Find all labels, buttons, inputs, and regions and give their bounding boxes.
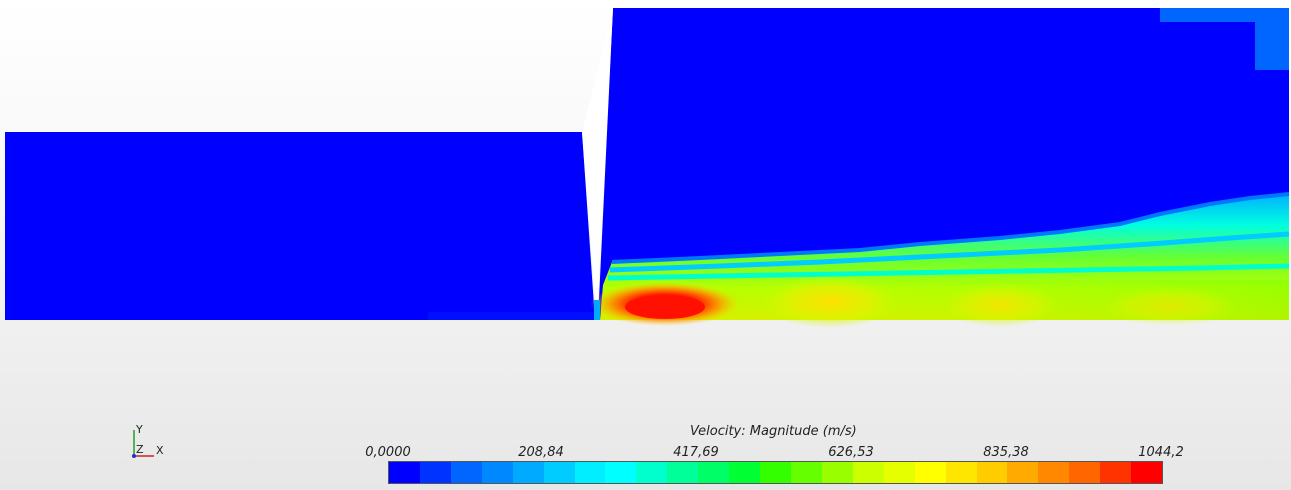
axis-triad: Y Z X (128, 422, 172, 462)
jet-edge-3 (607, 263, 1290, 281)
axis-x-label: X (156, 444, 164, 457)
nozzle-gap (582, 8, 613, 300)
colorbar-swatch (914, 462, 946, 483)
colorbar-swatch (450, 462, 482, 483)
legend-tick-0: 0,0000 (365, 445, 411, 460)
corner-region (1160, 8, 1289, 70)
colorbar-swatch (1100, 462, 1132, 483)
warm-zone-2 (940, 283, 1060, 327)
colorbar-swatch (1038, 462, 1070, 483)
legend-tick-2: 417,69 (673, 445, 719, 460)
jet-edge-2 (609, 231, 1290, 273)
legend-colorbar (388, 461, 1163, 484)
hot-core-center (625, 295, 705, 319)
legend-tick-1: 208,84 (518, 445, 564, 460)
legend-tick-5: 1044,2 (1138, 445, 1184, 460)
colorbar-swatch (945, 462, 977, 483)
warm-zone-1 (760, 276, 900, 328)
colorbar-swatch (543, 462, 575, 483)
colorbar-swatch (976, 462, 1008, 483)
upstream-domain (5, 132, 595, 320)
colorbar-swatch (790, 462, 822, 483)
jet-edge (611, 192, 1290, 264)
colorbar-swatch (1131, 462, 1163, 483)
colorbar-swatch (729, 462, 761, 483)
colorbar-swatch (1069, 462, 1101, 483)
colorbar-swatch (760, 462, 791, 483)
axis-z-label: Z (136, 443, 144, 456)
colorbar-swatch (512, 462, 544, 483)
colorbar-swatch (605, 462, 637, 483)
colorbar-swatch (389, 462, 420, 483)
colorbar-swatch (419, 462, 451, 483)
legend-title: Velocity: Magnitude (m/s) (690, 424, 857, 439)
colorbar-swatch (698, 462, 730, 483)
colorbar-swatch (481, 462, 513, 483)
warm-zone-3 (1100, 286, 1240, 326)
colorbar-swatch (821, 462, 853, 483)
upstream-step (428, 312, 598, 320)
colorbar-swatch (883, 462, 915, 483)
legend-tick-3: 626,53 (828, 445, 874, 460)
colorbar-swatch (852, 462, 884, 483)
nozzle-tip (594, 300, 600, 320)
colorbar-swatch (1007, 462, 1039, 483)
colorbar-swatch (667, 462, 699, 483)
legend-tick-4: 835,38 (983, 445, 1029, 460)
axis-y-label: Y (135, 423, 143, 436)
colorbar-swatch (574, 462, 606, 483)
colorbar-swatch (636, 462, 668, 483)
axis-triad-icon: Y Z X (132, 423, 164, 458)
